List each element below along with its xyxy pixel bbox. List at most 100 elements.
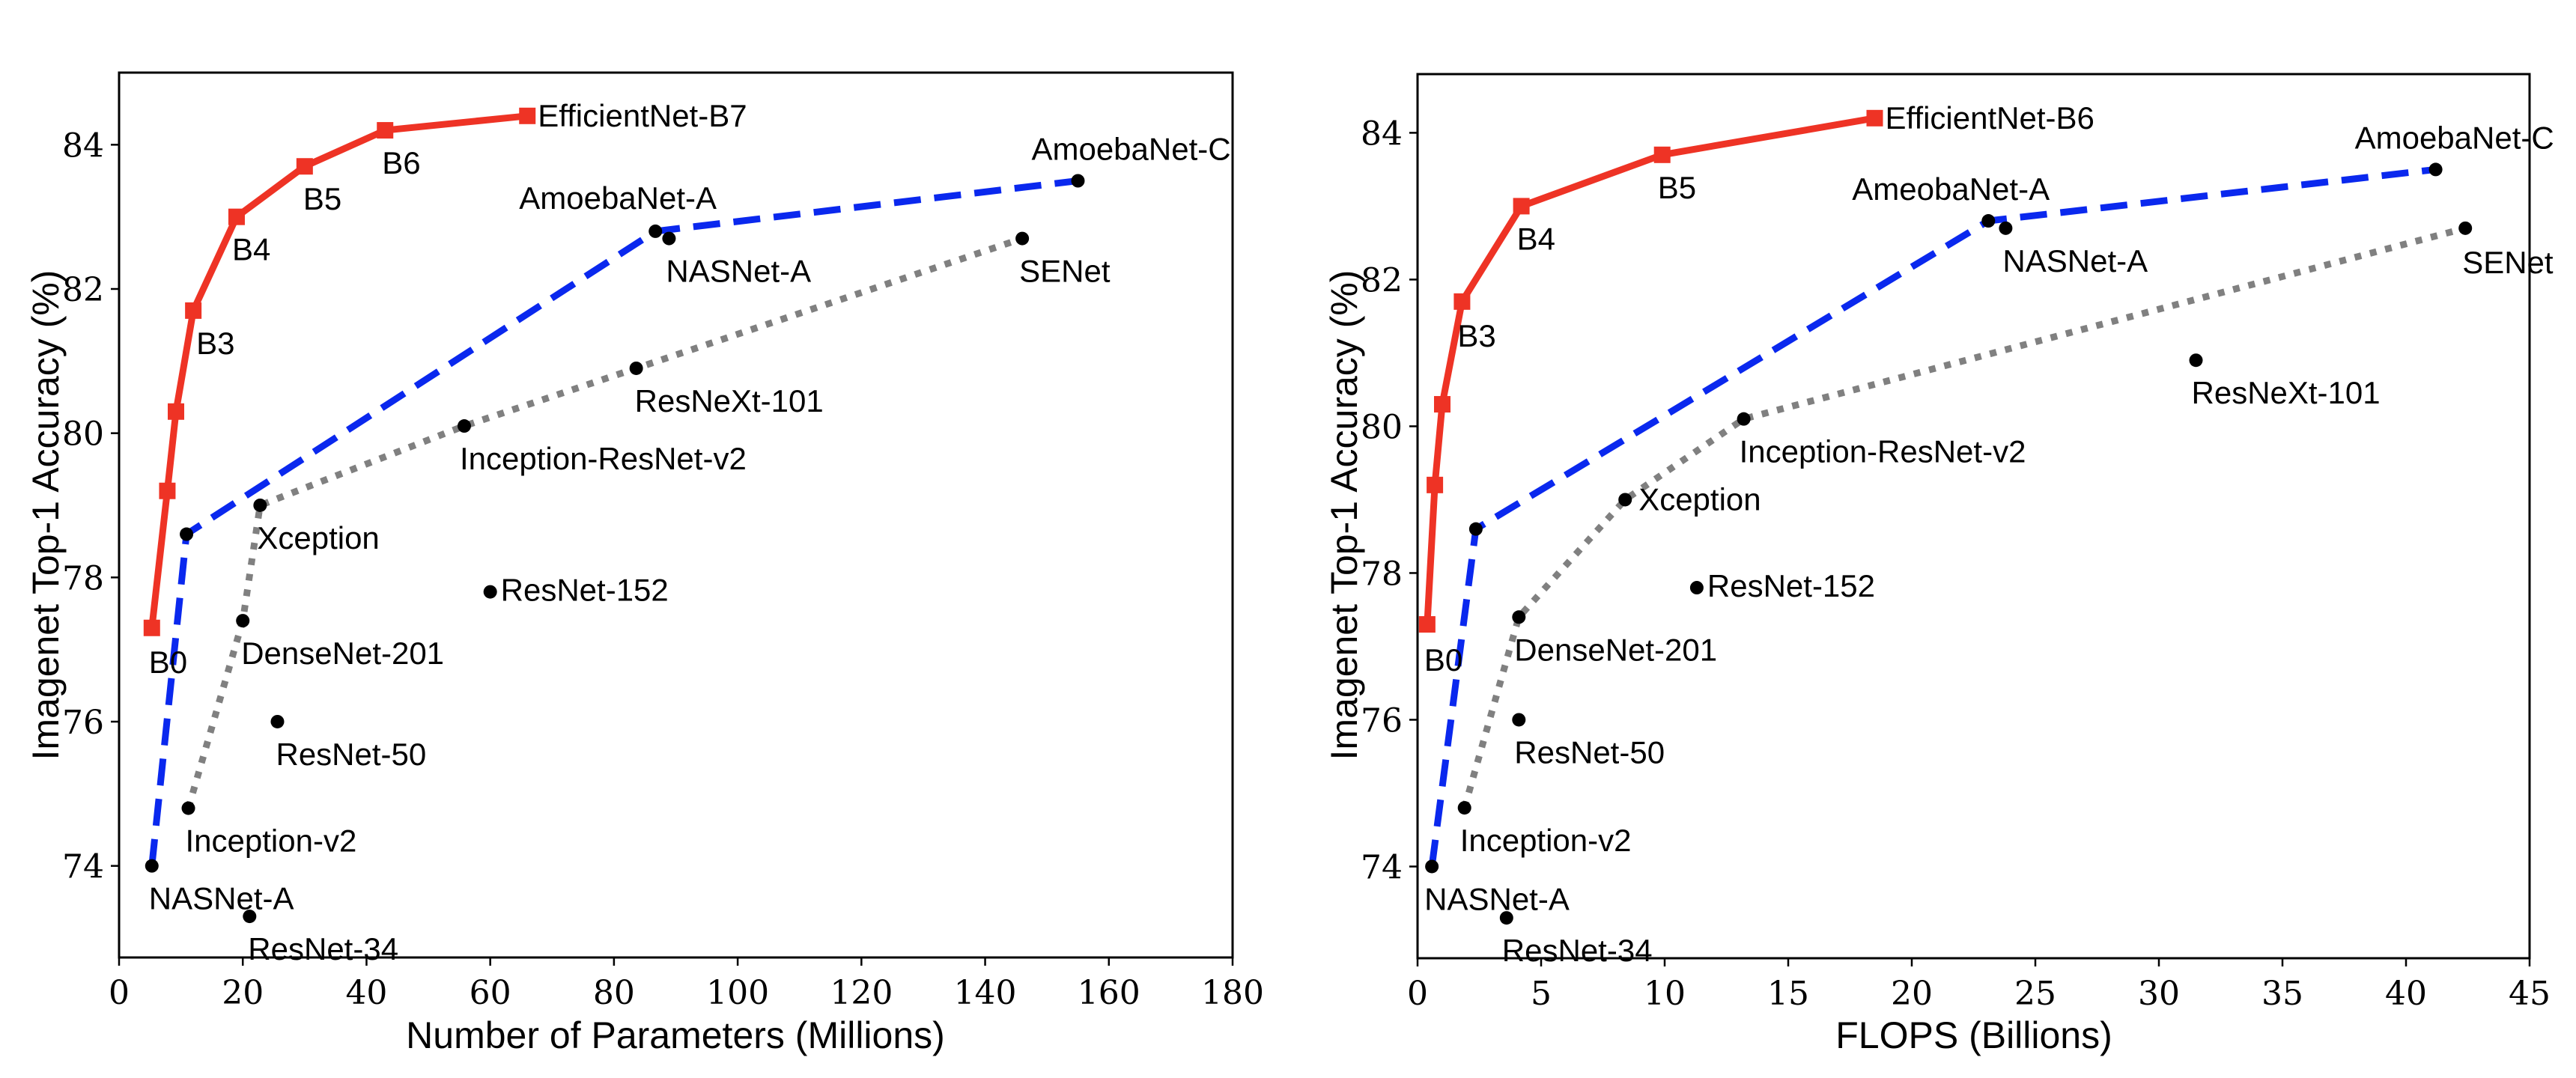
model-marker (648, 224, 663, 238)
model-marker (1618, 493, 1632, 507)
model-marker (483, 585, 497, 599)
point-label-b4: B4 (232, 232, 270, 267)
point-label-resnet-50: ResNet-50 (1514, 734, 1665, 770)
x-tick-label: 0 (109, 974, 130, 1012)
point-label-resnet-152: ResNet-152 (1707, 568, 1875, 603)
series-markers (143, 107, 1085, 924)
hand-designed-models-line (185, 235, 1024, 809)
x-tick-label: 80 (593, 974, 635, 1012)
efficientnet-marker (143, 619, 160, 636)
efficientnet-marker (1453, 293, 1471, 310)
efficientnet-marker (159, 482, 176, 499)
x-tick-label: 60 (470, 974, 511, 1012)
point-label-resnext-101: ResNeXt-101 (2192, 375, 2381, 410)
efficientnet-marker (168, 403, 185, 420)
efficientnet-line (148, 112, 528, 629)
y-tick-label: 78 (62, 559, 104, 597)
x-tick-label: 140 (954, 974, 1017, 1012)
model-marker (2428, 162, 2443, 177)
model-marker (1499, 911, 1513, 925)
x-tick-label: 100 (706, 974, 769, 1012)
x-axis-title: FLOPS (Billions) (1835, 1014, 2112, 1056)
point-label-densenet-201: DenseNet-201 (1514, 632, 1717, 667)
point-label-nasnet-a: NASNet-A (666, 254, 811, 289)
model-marker (2189, 353, 2203, 368)
x-tick-label: 10 (1644, 975, 1686, 1013)
x-tick-label: 40 (345, 974, 387, 1012)
efficientnet-marker (1427, 476, 1444, 493)
y-tick-label: 84 (1361, 115, 1403, 153)
point-label-b0: B0 (1424, 642, 1462, 677)
point-label-nasnet-a: NASNet-A (2002, 243, 2148, 278)
nas-models-line (1428, 165, 2437, 868)
point-label-nasnet-a: NASNet-A (149, 881, 294, 916)
x-tick-label: 45 (2509, 975, 2551, 1013)
point-label-senet: SENet (2462, 245, 2554, 280)
point-label-inception-resnet-v2: Inception-ResNet-v2 (1740, 434, 2026, 469)
model-marker (1737, 412, 1751, 426)
point-label-densenet-201: DenseNet-201 (241, 636, 444, 671)
plot-frame (118, 71, 1234, 959)
point-label-nasnet-a: NASNet-A (1424, 881, 1570, 916)
point-label-efficientnet-b6: EfficientNet-B6 (1886, 100, 2094, 135)
point-label-senet: SENet (1019, 254, 1111, 289)
model-marker (1457, 801, 1471, 815)
point-label-resnext-101: ResNeXt-101 (635, 383, 824, 418)
efficientnet-marker (228, 208, 245, 225)
y-tick-label: 76 (62, 704, 104, 742)
point-label-resnet-34: ResNet-34 (248, 931, 398, 966)
model-marker (662, 231, 676, 246)
point-labels: B0 B3 B4 B5 EfficientNet-B6 NASNet-A AmeobaNet… (1424, 100, 2554, 968)
model-marker (1425, 859, 1439, 874)
x-tick-label: 160 (1078, 974, 1140, 1012)
efficientnet-marker (519, 107, 536, 124)
x-tick-label: 30 (2138, 975, 2180, 1013)
y-tick-label: 84 (62, 127, 104, 165)
point-label-inception-resnet-v2: Inception-ResNet-v2 (460, 441, 747, 476)
point-label-b5: B5 (1658, 170, 1696, 205)
x-tick-label: 25 (2014, 975, 2056, 1013)
point-label-resnet-50: ResNet-50 (276, 737, 426, 772)
efficientnet-marker (1653, 146, 1671, 163)
model-marker (1468, 522, 1483, 536)
point-label-inception-v2: Inception-v2 (186, 823, 357, 859)
point-label-resnet-34: ResNet-34 (1502, 933, 1653, 968)
model-marker (181, 801, 195, 815)
model-marker (243, 910, 257, 924)
plot-frame (1416, 73, 2531, 960)
hand-designed-models-line (1461, 225, 2467, 809)
x-tick-label: 5 (1531, 975, 1552, 1013)
x-tick-label: 20 (222, 974, 264, 1012)
efficientnet-marker (296, 158, 313, 175)
x-tick-label: 35 (2261, 975, 2303, 1013)
x-tick-label: 20 (1891, 975, 1933, 1013)
x-axis-title: Number of Parameters (Millions) (406, 1014, 945, 1056)
point-label-amoebanet-c: AmoebaNet-C (2355, 120, 2554, 155)
model-marker (1015, 231, 1030, 246)
model-marker (180, 527, 194, 541)
efficientnet-marker (377, 122, 394, 139)
model-marker (2458, 221, 2473, 235)
point-label-xception: Xception (257, 520, 379, 555)
series-lines (148, 112, 1079, 867)
point-label-xception: Xception (1638, 481, 1761, 517)
point-label-b4: B4 (1517, 221, 1555, 256)
nas-models-line (148, 177, 1079, 867)
y-tick-label: 74 (1361, 848, 1403, 886)
efficientnet-marker (1513, 198, 1530, 215)
efficientnet-marker (1866, 109, 1883, 127)
point-label-b0: B0 (149, 645, 187, 680)
point-label-inception-v2: Inception-v2 (1460, 823, 1632, 858)
x-tick-label: 180 (1201, 974, 1264, 1012)
x-tick-label: 120 (830, 974, 893, 1012)
model-marker (1999, 221, 2013, 235)
point-labels: B0 B3 B4 B5 B6 EfficientNet-B7 NASNet-A AmoebaN… (149, 98, 1231, 966)
y-tick-label: 78 (1361, 555, 1403, 593)
efficientnet-line (1424, 115, 1876, 625)
point-label-b3: B3 (196, 326, 234, 361)
efficientnet-marker (1418, 616, 1436, 633)
flops-vs-accuracy-plot: FLOPS (Billions) Imagenet Top-1 Accuracy… (1323, 73, 2554, 1056)
point-label-amoebanet-c: AmoebaNet-C (1031, 131, 1230, 166)
point-label-amoebanet-a: AmoebaNet-A (519, 180, 717, 216)
